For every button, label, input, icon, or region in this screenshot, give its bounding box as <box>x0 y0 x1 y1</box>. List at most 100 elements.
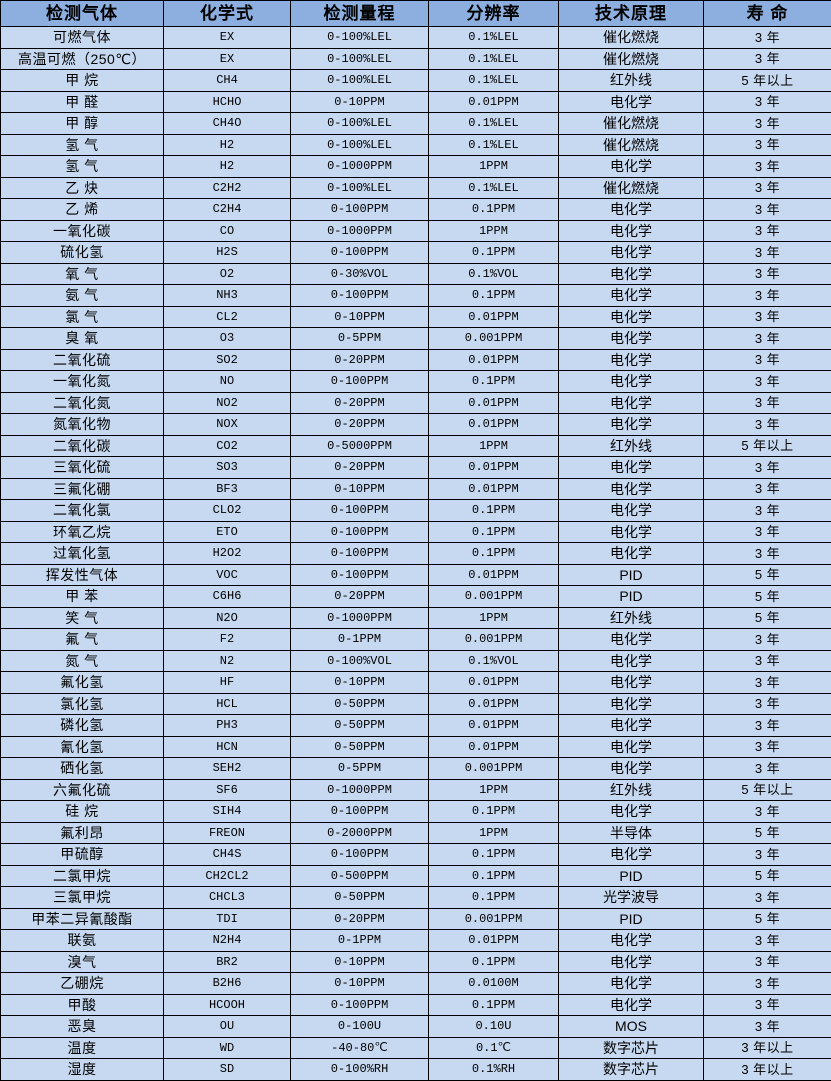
cell-resolution: 0.0100M <box>429 973 559 995</box>
cell-gas: 甲酸 <box>1 994 164 1016</box>
cell-formula: H2 <box>164 134 291 156</box>
cell-resolution: 1PPM <box>429 779 559 801</box>
cell-life: 3 年 <box>704 887 831 909</box>
cell-principle: 电化学 <box>559 285 704 307</box>
cell-range: 0-1PPM <box>291 930 429 952</box>
cell-resolution: 0.1%LEL <box>429 177 559 199</box>
cell-range: 0-50PPM <box>291 887 429 909</box>
cell-life: 5 年 <box>704 865 831 887</box>
cell-range: 0-20PPM <box>291 349 429 371</box>
cell-formula: N2O <box>164 607 291 629</box>
cell-life: 3 年 <box>704 478 831 500</box>
cell-gas: 甲苯二异氰酸酯 <box>1 908 164 930</box>
cell-range: 0-5000PPM <box>291 435 429 457</box>
cell-formula: SO3 <box>164 457 291 479</box>
cell-range: 0-50PPM <box>291 693 429 715</box>
cell-range: 0-100%LEL <box>291 134 429 156</box>
cell-range: 0-50PPM <box>291 736 429 758</box>
cell-gas: 三氟化硼 <box>1 478 164 500</box>
cell-gas: 乙 炔 <box>1 177 164 199</box>
cell-range: 0-20PPM <box>291 457 429 479</box>
cell-resolution: 0.01PPM <box>429 306 559 328</box>
cell-gas: 臭 氧 <box>1 328 164 350</box>
cell-resolution: 0.01PPM <box>429 672 559 694</box>
cell-resolution: 0.1%LEL <box>429 48 559 70</box>
cell-formula: H2S <box>164 242 291 264</box>
cell-gas: 环氧乙烷 <box>1 521 164 543</box>
cell-formula: NH3 <box>164 285 291 307</box>
cell-life: 5 年以上 <box>704 779 831 801</box>
cell-principle: 催化燃烧 <box>559 113 704 135</box>
cell-life: 3 年 <box>704 693 831 715</box>
cell-life: 5 年 <box>704 564 831 586</box>
cell-resolution: 0.01PPM <box>429 715 559 737</box>
cell-gas: 甲 苯 <box>1 586 164 608</box>
cell-principle: 电化学 <box>559 500 704 522</box>
cell-range: 0-20PPM <box>291 586 429 608</box>
cell-formula: CO <box>164 220 291 242</box>
cell-gas: 过氧化氢 <box>1 543 164 565</box>
cell-resolution: 0.1PPM <box>429 994 559 1016</box>
cell-formula: BF3 <box>164 478 291 500</box>
cell-gas: 联氨 <box>1 930 164 952</box>
cell-range: 0-100%VOL <box>291 650 429 672</box>
cell-principle: 电化学 <box>559 414 704 436</box>
cell-life: 5 年 <box>704 607 831 629</box>
cell-formula: NOX <box>164 414 291 436</box>
cell-principle: 电化学 <box>559 156 704 178</box>
column-header-range: 检测量程 <box>291 1 429 27</box>
cell-gas: 氢 气 <box>1 156 164 178</box>
cell-life: 3 年 <box>704 844 831 866</box>
cell-formula: EX <box>164 48 291 70</box>
cell-resolution: 1PPM <box>429 156 559 178</box>
cell-formula: H2O2 <box>164 543 291 565</box>
cell-resolution: 0.1%VOL <box>429 650 559 672</box>
cell-principle: 半导体 <box>559 822 704 844</box>
cell-life: 3 年 <box>704 91 831 113</box>
cell-life: 5 年以上 <box>704 70 831 92</box>
cell-life: 3 年 <box>704 801 831 823</box>
cell-life: 3 年 <box>704 177 831 199</box>
cell-gas: 二氧化氯 <box>1 500 164 522</box>
cell-range: -40-80℃ <box>291 1037 429 1059</box>
cell-resolution: 0.1℃ <box>429 1037 559 1059</box>
cell-gas: 可燃气体 <box>1 27 164 49</box>
cell-formula: HF <box>164 672 291 694</box>
cell-principle: 电化学 <box>559 629 704 651</box>
cell-range: 0-1000PPM <box>291 607 429 629</box>
cell-life: 3 年 <box>704 134 831 156</box>
cell-gas: 恶臭 <box>1 1016 164 1038</box>
cell-life: 3 年 <box>704 521 831 543</box>
cell-gas: 氧 气 <box>1 263 164 285</box>
cell-principle: PID <box>559 586 704 608</box>
cell-gas: 乙 烯 <box>1 199 164 221</box>
cell-range: 0-100PPM <box>291 242 429 264</box>
column-header-gas: 检测气体 <box>1 1 164 27</box>
cell-life: 3 年 <box>704 199 831 221</box>
cell-gas: 氨 气 <box>1 285 164 307</box>
cell-range: 0-20PPM <box>291 392 429 414</box>
cell-principle: MOS <box>559 1016 704 1038</box>
cell-principle: 电化学 <box>559 844 704 866</box>
cell-range: 0-10PPM <box>291 951 429 973</box>
cell-gas: 氯 气 <box>1 306 164 328</box>
cell-formula: O2 <box>164 263 291 285</box>
cell-resolution: 0.1PPM <box>429 521 559 543</box>
cell-life: 3 年 <box>704 994 831 1016</box>
cell-principle: 催化燃烧 <box>559 27 704 49</box>
cell-life: 3 年 <box>704 930 831 952</box>
cell-life: 3 年 <box>704 758 831 780</box>
